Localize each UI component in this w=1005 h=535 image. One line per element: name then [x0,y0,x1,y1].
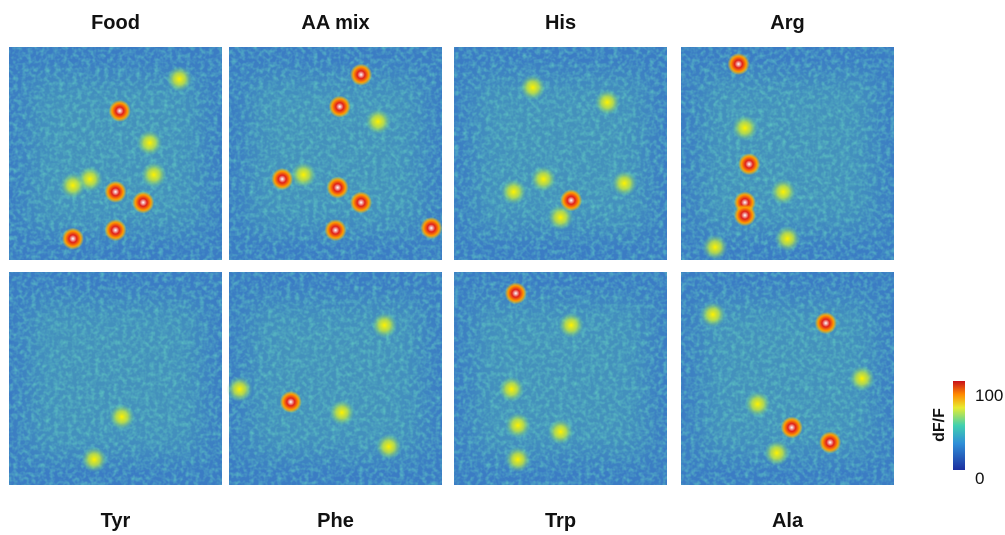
spot [227,376,253,402]
figure: Food AA mix His Arg Tyr Phe Trp Ala 100 0 dF/F [0,0,1005,535]
panel-title: Phe [317,510,354,532]
panel-noise [229,272,442,485]
hot-spot [738,153,760,175]
hot-spot [728,53,750,75]
hot-spot [734,204,756,226]
hot-spot [329,96,351,118]
hot-spot [132,191,154,213]
hot-spot [325,219,347,241]
spot [329,400,355,426]
colorbar-tick: 0 [975,469,984,488]
hot-spot [109,100,131,122]
spot [505,412,531,438]
image-panel: Ala [681,272,894,532]
spot [548,204,574,230]
spot [732,115,758,141]
hot-spot [327,177,349,199]
spot [60,172,86,198]
spot [141,162,167,188]
panel-title: Arg [770,12,804,34]
spot [558,312,584,338]
panel-title: Ala [772,510,804,532]
spot [371,312,397,338]
spot [764,440,790,466]
spot [770,179,796,205]
hot-spot [505,282,527,304]
colorbar: 100 0 dF/F [931,381,1003,488]
spot [137,130,163,156]
panel-title: Trp [545,510,576,532]
colorbar-label: dF/F [931,408,948,442]
spot [700,302,726,328]
spot [745,391,771,417]
spot [109,404,135,430]
spot [849,366,875,392]
spot [291,162,317,188]
spot [594,89,620,115]
spot [501,179,527,205]
spot [530,166,556,192]
spot [81,446,107,472]
panel-title: Food [91,12,140,34]
panel-title: Tyr [101,510,131,532]
image-panel: Arg [681,12,894,260]
hot-spot [105,181,127,203]
spot [520,74,546,100]
image-panel: His [454,12,667,260]
spot [505,446,531,472]
spot [365,109,391,135]
hot-spot [350,64,372,86]
panel-title: AA mix [301,12,369,34]
spot [702,234,728,260]
hot-spot [280,391,302,413]
hot-spot [815,312,837,334]
panel-noise [454,272,667,485]
spot [775,226,801,252]
panel-noise [9,272,222,485]
image-panel: Phe [227,272,442,532]
hot-spot [105,219,127,241]
image-panel: Tyr [9,272,222,532]
hot-spot [271,168,293,190]
hot-spot [420,217,442,239]
hot-spot [819,431,841,453]
image-panel: Trp [454,272,667,532]
image-panel: Food [9,12,222,260]
hot-spot [781,416,803,438]
image-panel: AA mix [229,12,442,260]
spot [548,419,574,445]
spot [611,170,637,196]
colorbar-gradient [953,381,965,470]
colorbar-tick: 100 [975,386,1003,405]
hot-spot [350,191,372,213]
spot [166,66,192,92]
panels: Food AA mix His Arg Tyr Phe Trp Ala [9,12,894,532]
hot-spot [62,228,84,250]
spot [499,376,525,402]
panel-title: His [545,12,576,34]
spot [376,434,402,460]
